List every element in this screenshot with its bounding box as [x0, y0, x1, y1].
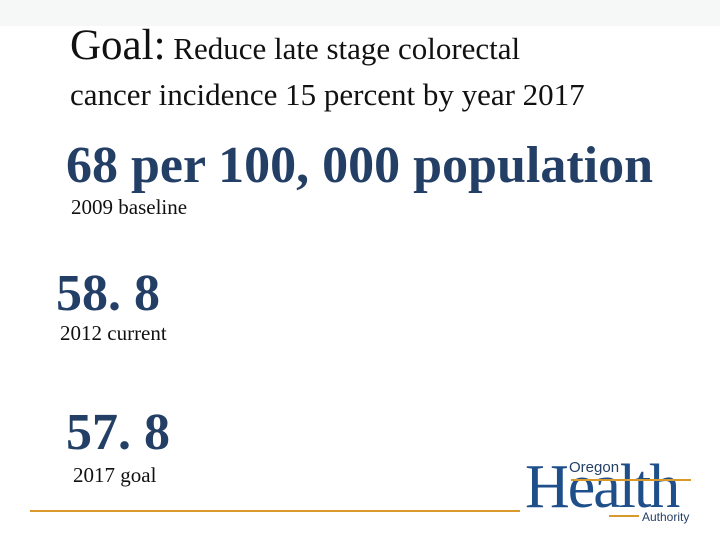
logo-bottom-rule: [609, 515, 639, 517]
current-value: 58. 8: [56, 265, 160, 322]
baseline-caption: 2009 baseline: [71, 195, 188, 219]
goal-value: 57. 8: [66, 404, 170, 461]
goal-label: Goal:: [70, 22, 166, 69]
baseline-value: 68 per 100, 000 population: [66, 137, 654, 194]
goal-line-2: cancer incidence 15 percent by year 2017: [70, 77, 585, 112]
logo-bottom-text: Authority: [640, 510, 692, 524]
footer-rule: [30, 510, 520, 512]
top-band: [0, 0, 720, 26]
current-caption: 2012 current: [60, 321, 167, 345]
oregon-health-authority-logo: Health Oregon Authority: [525, 456, 705, 530]
logo-top-text: Oregon: [567, 459, 622, 476]
goal-line-1: Goal: Reduce late stage colorectal: [70, 20, 690, 75]
logo-top-rule: [571, 479, 691, 481]
goal-statement: Goal: Reduce late stage colorectal cance…: [70, 20, 690, 115]
goal-line-1-text: Reduce late stage colorectal: [173, 31, 521, 66]
goal-caption: 2017 goal: [73, 463, 157, 487]
